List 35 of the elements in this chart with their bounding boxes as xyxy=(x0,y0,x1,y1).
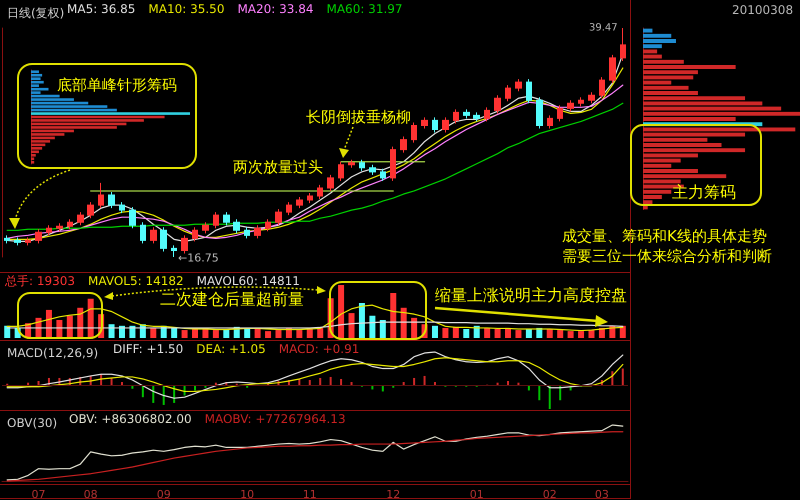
x-tick-label: 11 xyxy=(302,488,317,500)
annotation: 缩量上涨说明主力高度控盘 xyxy=(435,286,627,304)
text: MA20: 33.84 xyxy=(237,2,314,16)
x-tick-label: 09 xyxy=(156,488,171,500)
x-tick-label: 08 xyxy=(84,488,98,500)
x-tick-label: 02 xyxy=(542,488,557,500)
annotation: 两次放量过头 xyxy=(233,158,323,176)
chart-title: MACD(12,26,9) xyxy=(7,346,98,360)
annotation: ←16.75 xyxy=(178,252,219,264)
annotation: 成交量、筹码和K线的具体走势 xyxy=(562,227,767,245)
text: MACD: +0.91 xyxy=(278,342,360,356)
text: DEA: +1.05 xyxy=(196,342,266,356)
text: MAVOL60: 14811 xyxy=(196,274,300,288)
text: MA60: 31.97 xyxy=(326,2,403,16)
text: 20100308 xyxy=(732,3,794,17)
x-tick-label: 07 xyxy=(32,488,46,500)
annotation: 底部单峰针形筹码 xyxy=(57,76,177,94)
x-tick-label: 03 xyxy=(594,488,609,500)
series-label: MAVOL5: 14182 xyxy=(88,274,184,288)
series-label: DIFF: +1.50 xyxy=(113,342,184,356)
series-label: MAOBV: +77267964.13 xyxy=(204,412,346,426)
chart-title: OBV(30) xyxy=(7,416,58,430)
chart-title: 日线(复权) xyxy=(7,6,64,20)
annotation: 主力筹码 xyxy=(672,182,736,202)
x-tick-label: 01 xyxy=(470,488,484,500)
text: MA5: 36.85 xyxy=(67,2,136,16)
annotation: 长阴倒拔垂杨柳 xyxy=(306,108,411,126)
annotation: 需要三位一体来综合分析和判断 xyxy=(562,247,772,265)
annotation: 39.47 xyxy=(589,22,618,34)
x-tick-label: 10 xyxy=(240,488,254,500)
series-label: 总手: 19303 xyxy=(4,274,76,288)
series-label: OBV: +86306802.00 xyxy=(69,412,192,426)
annotation: 二次建仓后量超前量 xyxy=(160,290,304,308)
text: MA10: 35.50 xyxy=(148,2,224,16)
x-tick-label: 12 xyxy=(386,488,400,500)
